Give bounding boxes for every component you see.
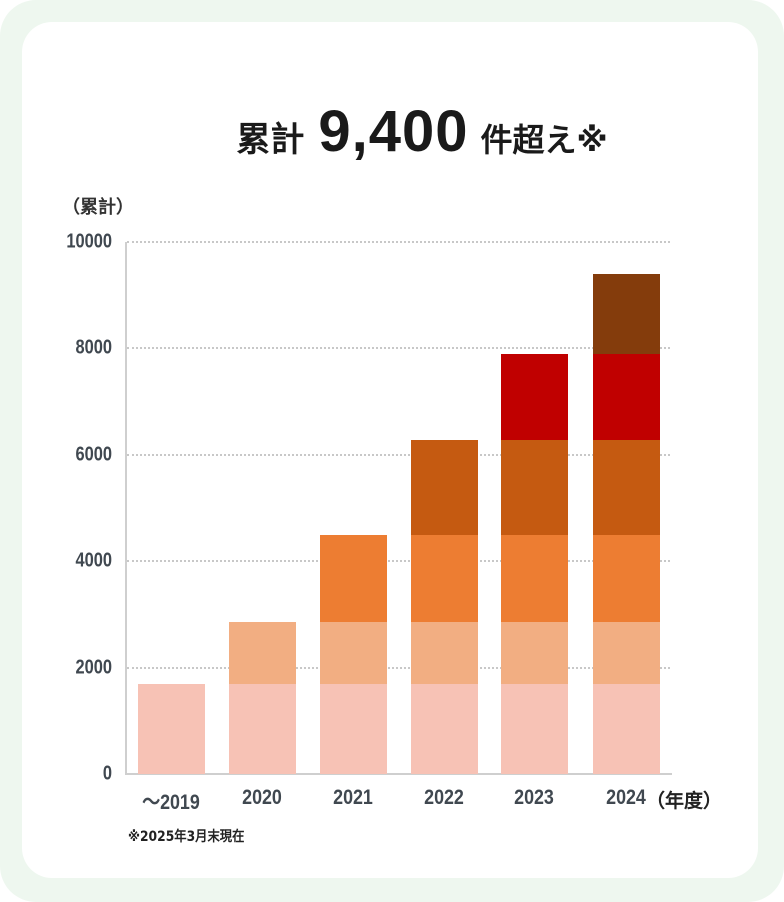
x-tick-label: 2021	[333, 786, 373, 809]
x-tick-label: 2023	[514, 786, 554, 809]
y-tick-label: 4000	[75, 549, 112, 572]
y-axis-line	[125, 242, 127, 775]
bar-segment	[320, 534, 387, 623]
bar-0	[138, 0, 205, 902]
bar-segment	[501, 622, 568, 684]
bar-segment	[229, 622, 296, 684]
bar-segment	[411, 534, 478, 623]
bar-4	[501, 0, 568, 902]
y-tick-label: 10000	[66, 230, 112, 253]
bar-segment	[501, 353, 568, 440]
bar-segment	[593, 683, 660, 774]
x-tick-label: 2020	[242, 786, 282, 809]
y-tick-label: 8000	[75, 336, 112, 359]
gridline	[127, 560, 670, 563]
y-tick-label: 0	[102, 762, 112, 785]
headline-number: 9,400	[318, 99, 469, 164]
bar-segment	[411, 439, 478, 535]
footnote: ※2025年3月末現在	[128, 829, 245, 845]
y-axis-label: （累計）	[62, 197, 134, 218]
bar-segment	[229, 683, 296, 774]
bar-5	[593, 0, 660, 902]
bar-segment	[593, 534, 660, 623]
x-tick-label: 2024	[606, 786, 646, 809]
gridline	[127, 453, 670, 456]
gridline	[127, 666, 670, 669]
headline-suffix: 件超え※	[480, 121, 608, 159]
bar-3	[411, 0, 478, 902]
bar-segment	[501, 683, 568, 774]
bar-segment	[593, 439, 660, 535]
bar-segment	[501, 534, 568, 623]
x-tick-label: 2022	[424, 786, 464, 809]
bar-1	[229, 0, 296, 902]
bar-segment	[320, 622, 387, 684]
bar-segment	[411, 622, 478, 684]
bar-segment	[593, 622, 660, 684]
x-axis-line	[125, 773, 672, 775]
y-tick-label: 2000	[75, 656, 112, 679]
bar-segment	[320, 683, 387, 774]
bar-segment	[593, 273, 660, 354]
y-tick-label: 6000	[75, 443, 112, 466]
headline: 累計 9,400 件超え※	[0, 98, 784, 165]
gridline	[127, 241, 670, 243]
bar-2	[320, 0, 387, 902]
bar-segment	[411, 683, 478, 774]
bar-segment	[138, 683, 205, 774]
x-axis-label: （年度）	[646, 790, 723, 812]
x-tick-label: ～2019	[142, 791, 200, 814]
gridline	[127, 347, 670, 350]
bar-segment	[593, 353, 660, 440]
headline-prefix: 累計	[236, 120, 305, 160]
bar-segment	[501, 439, 568, 535]
